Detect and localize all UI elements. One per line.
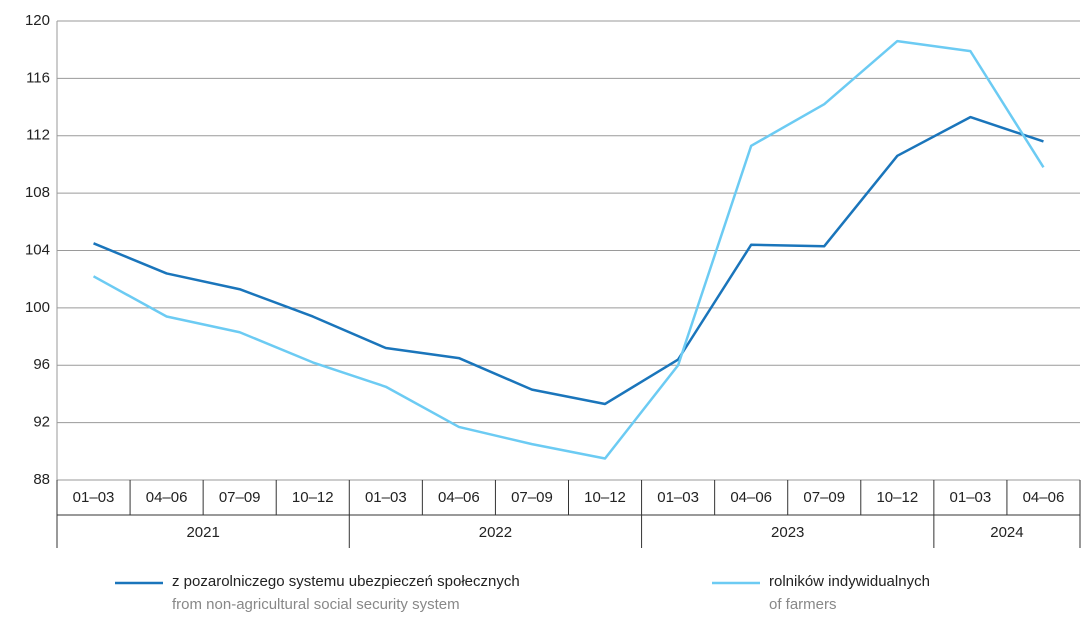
x-tick-label: 07–09 xyxy=(219,489,261,506)
x-tick-label: 01–03 xyxy=(950,489,992,506)
x-tick-label: 07–09 xyxy=(803,489,845,506)
legend-label: rolników indywidualnych xyxy=(769,573,930,590)
x-tick-label: 04–06 xyxy=(1023,489,1065,506)
y-tick-label: 96 xyxy=(33,356,50,373)
series-line xyxy=(93,115,1044,406)
x-tick-label: 10–12 xyxy=(292,489,334,506)
y-tick-label: 104 xyxy=(25,241,50,258)
year-label: 2023 xyxy=(771,524,804,541)
legend-label: z pozarolniczego systemu ubezpieczeń spo… xyxy=(172,573,520,590)
y-tick-label: 100 xyxy=(25,299,50,316)
y-tick-label: 92 xyxy=(33,414,50,431)
x-tick-label: 04–06 xyxy=(438,489,480,506)
year-label: 2022 xyxy=(479,524,512,541)
x-tick-label: 04–06 xyxy=(146,489,188,506)
legend-label-en: from non-agricultural social security sy… xyxy=(172,596,460,613)
y-tick-label: 112 xyxy=(26,127,50,144)
x-tick-label: 07–09 xyxy=(511,489,553,506)
y-tick-label: 116 xyxy=(26,69,50,86)
x-tick-label: 04–06 xyxy=(730,489,772,506)
x-tick-label: 01–03 xyxy=(657,489,699,506)
y-tick-label: 108 xyxy=(25,184,50,201)
x-tick-label: 01–03 xyxy=(73,489,115,506)
x-tick-label: 10–12 xyxy=(876,489,918,506)
y-tick-label: 88 xyxy=(33,471,50,488)
x-tick-label: 10–12 xyxy=(584,489,626,506)
series-line xyxy=(92,39,1045,460)
legend-label-en: of farmers xyxy=(769,596,837,613)
y-tick-label: 120 xyxy=(25,12,50,29)
x-tick-label: 01–03 xyxy=(365,489,407,506)
year-label: 2024 xyxy=(990,524,1023,541)
year-label: 2021 xyxy=(186,524,219,541)
